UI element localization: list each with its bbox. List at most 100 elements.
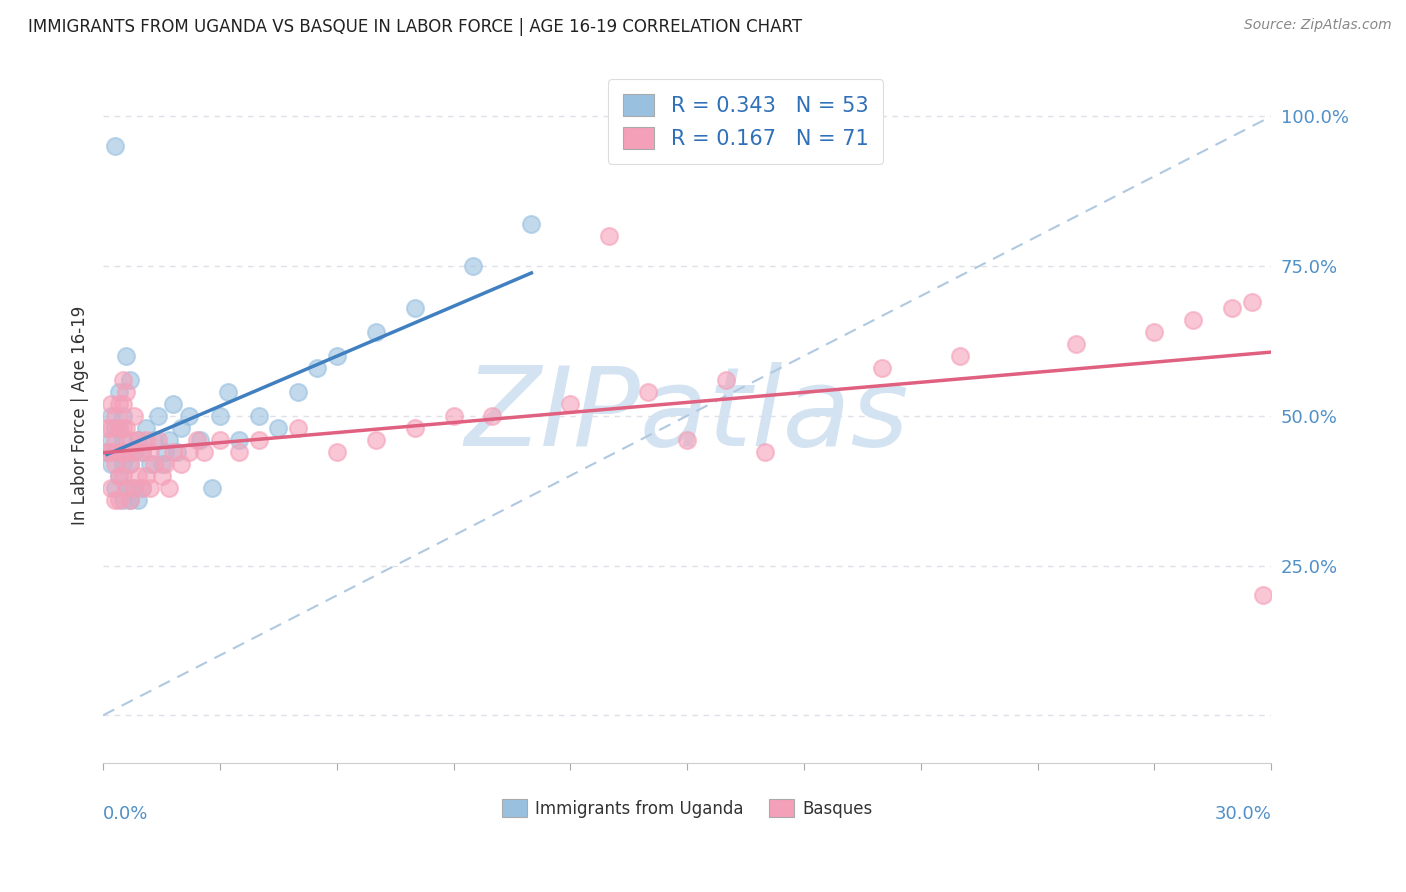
Point [754, 444, 776, 458]
Point [146, 433, 169, 447]
Point [104, 433, 127, 447]
Point [157, 433, 180, 447]
Point [364, 433, 387, 447]
Point [107, 444, 129, 458]
Point [307, 360, 329, 375]
Point [96, 444, 118, 458]
Point [107, 492, 129, 507]
Point [100, 397, 122, 411]
Point [127, 468, 149, 483]
Point [104, 457, 127, 471]
Point [115, 444, 138, 458]
Point [714, 373, 737, 387]
Point [287, 421, 309, 435]
Point [325, 349, 347, 363]
Point [186, 433, 208, 447]
Point [111, 397, 134, 411]
Point [139, 444, 162, 458]
Point [190, 433, 212, 447]
Point [461, 259, 484, 273]
Point [676, 433, 699, 447]
Point [166, 444, 188, 458]
Point [124, 444, 146, 458]
Point [104, 421, 127, 435]
Point [107, 468, 129, 483]
Point [111, 457, 134, 471]
Point [135, 421, 157, 435]
Point [111, 492, 134, 507]
Point [443, 409, 465, 423]
Point [598, 229, 620, 244]
Point [100, 481, 122, 495]
Point [162, 444, 184, 458]
Point [481, 409, 503, 423]
Point [100, 409, 122, 423]
Point [520, 217, 543, 231]
Text: IMMIGRANTS FROM UGANDA VS BASQUE IN LABOR FORCE | AGE 16-19 CORRELATION CHART: IMMIGRANTS FROM UGANDA VS BASQUE IN LABO… [28, 18, 803, 36]
Point [107, 421, 129, 435]
Point [170, 457, 193, 471]
Point [111, 409, 134, 423]
Point [162, 397, 184, 411]
Point [157, 481, 180, 495]
Point [267, 421, 290, 435]
Point [131, 481, 153, 495]
Point [1220, 301, 1243, 315]
Point [96, 421, 118, 435]
Point [107, 444, 129, 458]
Point [131, 444, 153, 458]
Point [228, 444, 250, 458]
Point [131, 481, 153, 495]
Point [247, 409, 270, 423]
Point [124, 409, 146, 423]
Text: ZIPatlas: ZIPatlas [465, 362, 910, 469]
Point [217, 384, 239, 399]
Point [115, 384, 138, 399]
Point [139, 481, 162, 495]
Point [111, 433, 134, 447]
Point [111, 373, 134, 387]
Point [870, 360, 893, 375]
Point [142, 433, 165, 447]
Point [150, 468, 173, 483]
Point [142, 457, 165, 471]
Point [100, 421, 122, 435]
Point [124, 481, 146, 495]
Text: Source: ZipAtlas.com: Source: ZipAtlas.com [1244, 18, 1392, 32]
Point [104, 444, 127, 458]
Point [135, 433, 157, 447]
Point [127, 433, 149, 447]
Point [127, 492, 149, 507]
Point [104, 481, 127, 495]
Text: 30.0%: 30.0% [1215, 805, 1271, 822]
Point [100, 444, 122, 458]
Point [170, 421, 193, 435]
Point [115, 481, 138, 495]
Point [131, 444, 153, 458]
Point [115, 421, 138, 435]
Point [100, 433, 122, 447]
Point [150, 457, 173, 471]
Point [115, 444, 138, 458]
Point [1253, 589, 1275, 603]
Point [124, 481, 146, 495]
Point [111, 468, 134, 483]
Point [155, 457, 177, 471]
Point [96, 444, 118, 458]
Point [100, 457, 122, 471]
Point [177, 444, 200, 458]
Point [146, 409, 169, 423]
Point [120, 433, 142, 447]
Point [247, 433, 270, 447]
Point [111, 444, 134, 458]
Point [104, 492, 127, 507]
Point [107, 468, 129, 483]
Point [193, 444, 215, 458]
Point [111, 421, 134, 435]
Point [135, 468, 157, 483]
Point [127, 433, 149, 447]
Point [107, 384, 129, 399]
Point [560, 397, 582, 411]
Point [120, 457, 142, 471]
Point [120, 373, 142, 387]
